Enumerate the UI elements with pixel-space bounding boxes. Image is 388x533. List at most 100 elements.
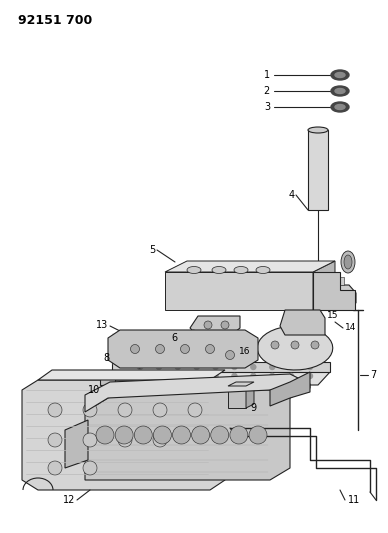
Circle shape — [83, 403, 97, 417]
Bar — [308, 277, 312, 285]
Circle shape — [83, 461, 97, 475]
Bar — [298, 277, 302, 285]
Circle shape — [156, 344, 165, 353]
Bar — [329, 277, 333, 285]
Circle shape — [270, 365, 275, 369]
Circle shape — [130, 344, 140, 353]
Circle shape — [204, 321, 212, 329]
Text: 14: 14 — [345, 324, 356, 333]
Text: 7: 7 — [370, 370, 376, 380]
Circle shape — [213, 374, 218, 378]
Text: 15: 15 — [327, 311, 338, 320]
Polygon shape — [228, 382, 254, 386]
Circle shape — [194, 374, 199, 378]
Bar — [308, 130, 328, 210]
Circle shape — [289, 365, 294, 369]
Text: 12: 12 — [62, 495, 75, 505]
Polygon shape — [313, 261, 335, 310]
Circle shape — [118, 403, 132, 417]
Bar — [319, 277, 323, 285]
Ellipse shape — [331, 102, 349, 112]
Circle shape — [115, 426, 133, 444]
Circle shape — [308, 365, 312, 369]
Ellipse shape — [331, 70, 349, 80]
Ellipse shape — [335, 72, 345, 77]
Polygon shape — [165, 272, 313, 310]
Circle shape — [271, 341, 279, 349]
Text: 9: 9 — [250, 403, 256, 413]
Circle shape — [48, 433, 62, 447]
Polygon shape — [270, 372, 310, 406]
Ellipse shape — [341, 251, 355, 273]
Circle shape — [230, 426, 248, 444]
Bar — [324, 277, 328, 285]
Circle shape — [232, 374, 237, 378]
Text: 11: 11 — [348, 495, 360, 505]
Circle shape — [221, 321, 229, 329]
Polygon shape — [190, 316, 240, 336]
Circle shape — [311, 341, 319, 349]
Polygon shape — [280, 310, 325, 335]
Ellipse shape — [308, 127, 328, 133]
Text: 92151 700: 92151 700 — [18, 14, 92, 27]
Ellipse shape — [234, 266, 248, 273]
Polygon shape — [65, 420, 88, 468]
Circle shape — [153, 433, 167, 447]
Text: 2: 2 — [264, 86, 270, 96]
Circle shape — [175, 365, 180, 369]
Text: 16: 16 — [239, 348, 250, 357]
Circle shape — [153, 403, 167, 417]
Circle shape — [249, 426, 267, 444]
Circle shape — [213, 365, 218, 369]
Circle shape — [83, 433, 97, 447]
Polygon shape — [100, 370, 115, 385]
Polygon shape — [165, 261, 335, 272]
Bar — [313, 277, 317, 285]
Circle shape — [232, 365, 237, 369]
Ellipse shape — [331, 86, 349, 96]
Polygon shape — [257, 326, 333, 370]
Ellipse shape — [344, 255, 352, 269]
Circle shape — [134, 426, 152, 444]
Circle shape — [289, 374, 294, 378]
Text: 3: 3 — [264, 102, 270, 112]
Circle shape — [173, 426, 191, 444]
Polygon shape — [38, 370, 225, 380]
Polygon shape — [228, 386, 246, 408]
Polygon shape — [112, 362, 330, 372]
Text: 1: 1 — [264, 70, 270, 80]
Polygon shape — [246, 382, 254, 408]
Text: 10: 10 — [88, 385, 100, 395]
Polygon shape — [313, 272, 355, 310]
Ellipse shape — [256, 266, 270, 273]
Circle shape — [118, 433, 132, 447]
Polygon shape — [22, 380, 225, 490]
Circle shape — [291, 341, 299, 349]
Circle shape — [48, 461, 62, 475]
Polygon shape — [85, 390, 290, 480]
Text: 13: 13 — [96, 320, 108, 330]
Circle shape — [194, 365, 199, 369]
Circle shape — [137, 374, 142, 378]
Bar — [303, 277, 307, 285]
Bar — [334, 277, 338, 285]
Circle shape — [225, 351, 234, 359]
Ellipse shape — [335, 104, 345, 109]
Circle shape — [251, 374, 256, 378]
Circle shape — [211, 426, 229, 444]
Circle shape — [270, 374, 275, 378]
Ellipse shape — [212, 266, 226, 273]
Circle shape — [308, 374, 312, 378]
Polygon shape — [100, 372, 330, 385]
Circle shape — [188, 403, 202, 417]
Circle shape — [153, 426, 171, 444]
Text: 8: 8 — [104, 353, 110, 363]
Circle shape — [251, 365, 256, 369]
Text: 4: 4 — [289, 190, 295, 200]
Circle shape — [192, 426, 210, 444]
Polygon shape — [108, 330, 258, 368]
Bar — [339, 277, 343, 285]
Circle shape — [180, 344, 189, 353]
Circle shape — [156, 374, 161, 378]
Circle shape — [96, 426, 114, 444]
